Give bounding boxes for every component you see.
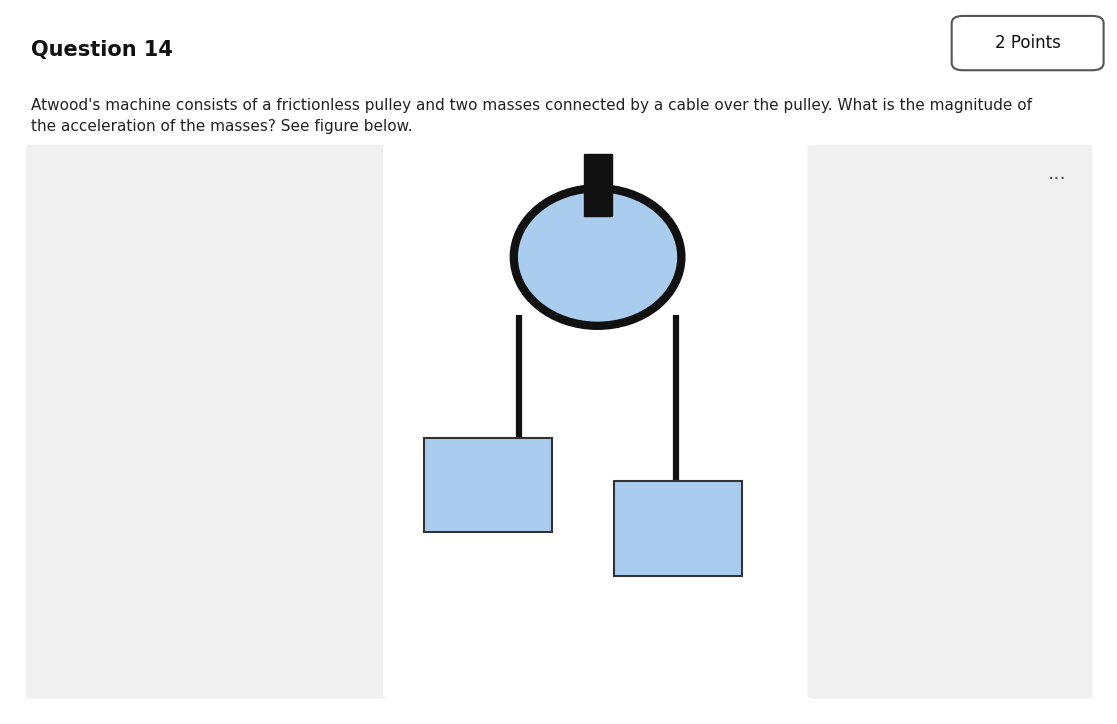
Text: the acceleration of the masses? See figure below.: the acceleration of the masses? See figu… [31,119,413,135]
Text: ···: ··· [1048,170,1067,189]
Text: 30 kg: 30 kg [457,474,519,496]
FancyBboxPatch shape [808,145,1092,699]
FancyBboxPatch shape [26,145,389,699]
Text: Question 14: Question 14 [31,40,173,60]
Bar [614,481,742,576]
Text: 2 Points: 2 Points [995,34,1060,52]
Bar [424,438,552,532]
Bar [584,154,612,216]
Text: 60 kg: 60 kg [647,518,709,539]
Ellipse shape [514,188,681,326]
FancyBboxPatch shape [383,145,813,699]
Text: Atwood's machine consists of a frictionless pulley and two masses connected by a: Atwood's machine consists of a frictionl… [31,98,1032,113]
FancyBboxPatch shape [952,16,1104,70]
